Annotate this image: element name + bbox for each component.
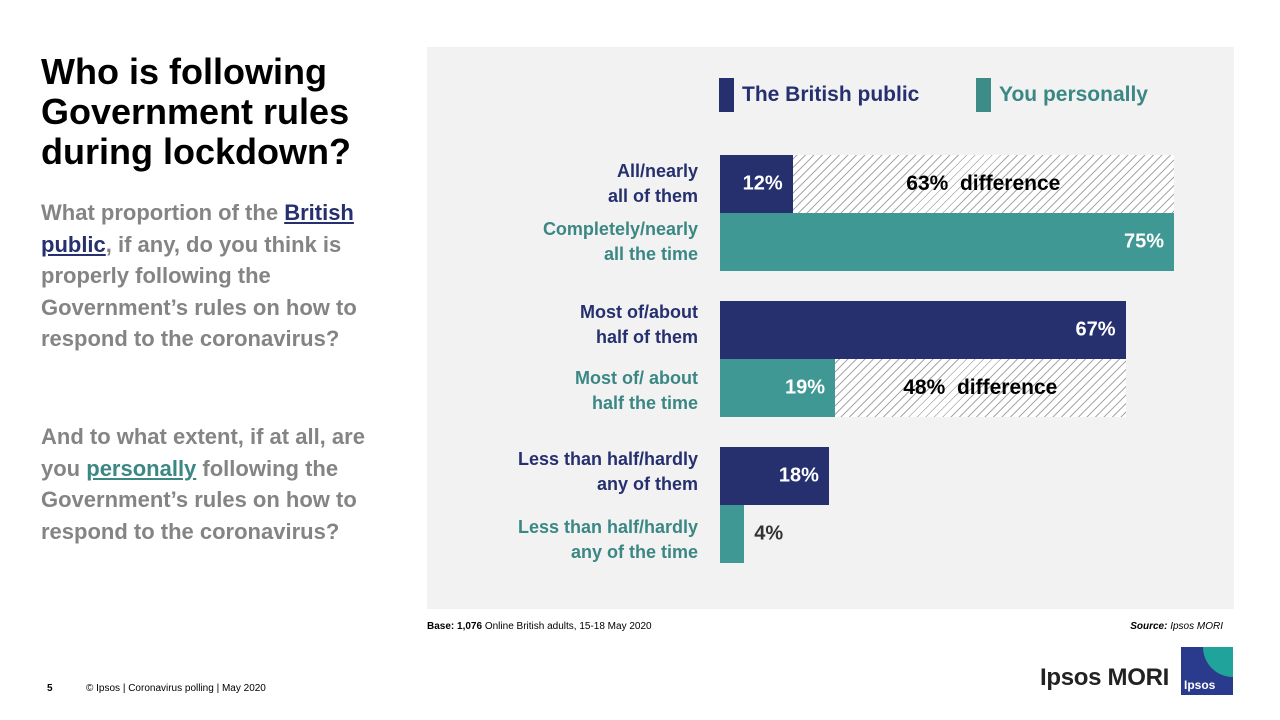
question-public: What proportion of the British public, i…	[41, 197, 386, 355]
category-line: Less than half/hardly	[517, 449, 698, 469]
slide-title: Who is following Government rules during…	[41, 51, 351, 172]
category-label-personal-2: Less than half/hardly any of the time	[438, 515, 698, 565]
bar-value-label: 12%	[742, 172, 783, 195]
legend-public-label: The British public	[742, 83, 920, 106]
question-personal-suffix: following the Government’s rules on how …	[41, 455, 357, 544]
legend-public-swatch	[719, 78, 734, 112]
category-line: all of them	[607, 186, 698, 206]
logo-text: Ipsos	[1184, 678, 1216, 692]
bar-value-label: 18%	[778, 464, 819, 487]
question-public-suffix: , if any, do you think is properly follo…	[41, 231, 357, 352]
page-number: 5	[47, 683, 53, 694]
category-line: Most of/ about	[575, 368, 698, 388]
bar-public-0: 12%	[720, 155, 793, 213]
category-line: Less than half/hardly	[517, 517, 698, 537]
category-label-public-1: Most of/about half of them	[438, 300, 698, 350]
source-note: Source: Ipsos MORI	[1000, 621, 1223, 632]
brand-name: Ipsos MORI	[1040, 664, 1170, 691]
category-label-public-2: Less than half/hardly any of them	[438, 447, 698, 497]
difference-word: difference	[959, 172, 1061, 195]
category-label-personal-1: Most of/ about half the time	[438, 366, 698, 416]
difference-label-1: 48% difference	[903, 376, 1057, 400]
bar-value-label: 19%	[784, 376, 825, 399]
legend-personal: You personally	[976, 78, 1148, 112]
bar-personal-1: 19%	[720, 359, 835, 417]
category-line: Completely/nearly	[542, 219, 698, 239]
category-line: Most of/about	[580, 302, 698, 322]
base-note-text: Online British adults, 15-18 May 2020	[484, 621, 652, 632]
bar-value-label: 75%	[1123, 230, 1164, 253]
source-note-label: Source:	[1130, 621, 1168, 632]
logo-accent	[1203, 647, 1233, 677]
difference-label-0: 63% difference	[906, 172, 1060, 196]
bar-public-1: 67%	[720, 301, 1126, 359]
ipsos-logo-icon: Ipsos	[1181, 647, 1233, 695]
bar-public-2: 18%	[720, 447, 829, 505]
legend-personal-swatch	[976, 78, 991, 112]
difference-word: difference	[956, 376, 1058, 399]
question-personal-highlight: personally	[86, 455, 197, 481]
legend-public: The British public	[719, 78, 919, 112]
bar-value-label: 67%	[1075, 318, 1116, 341]
difference-pct: 63%	[906, 172, 949, 195]
base-note-label: Base:	[427, 621, 455, 632]
base-note: Base: 1,076 Online British adults, 15-18…	[427, 621, 652, 632]
category-line: any of the time	[570, 542, 698, 562]
bar-personal-0: 75%	[720, 213, 1174, 271]
legend-personal-label: You personally	[999, 83, 1148, 106]
bar-personal-2: 4%	[720, 505, 783, 563]
footer-text: © Ipsos | Coronavirus polling | May 2020	[86, 683, 266, 694]
question-public-prefix: What proportion of the	[41, 200, 279, 225]
category-line: All/nearly	[616, 161, 698, 181]
question-public-highlight: British public	[41, 200, 354, 257]
source-note-value: Ipsos MORI	[1170, 621, 1223, 632]
category-label-public-0: All/nearly all of them	[438, 159, 698, 209]
base-note-value: 1,076	[457, 621, 483, 632]
category-line: all the time	[603, 244, 698, 264]
category-line: half of them	[596, 327, 698, 347]
category-label-personal-0: Completely/nearly all the time	[438, 217, 698, 267]
category-line: any of them	[596, 474, 698, 494]
question-personal-prefix: And to what extent, if at all, are you	[41, 424, 365, 481]
category-line: half the time	[591, 393, 698, 413]
question-personal: And to what extent, if at all, are you p…	[41, 421, 386, 547]
difference-band-0: 63% difference	[720, 155, 1174, 213]
difference-pct: 48%	[903, 376, 946, 399]
bar-value-label: 4%	[754, 522, 784, 545]
